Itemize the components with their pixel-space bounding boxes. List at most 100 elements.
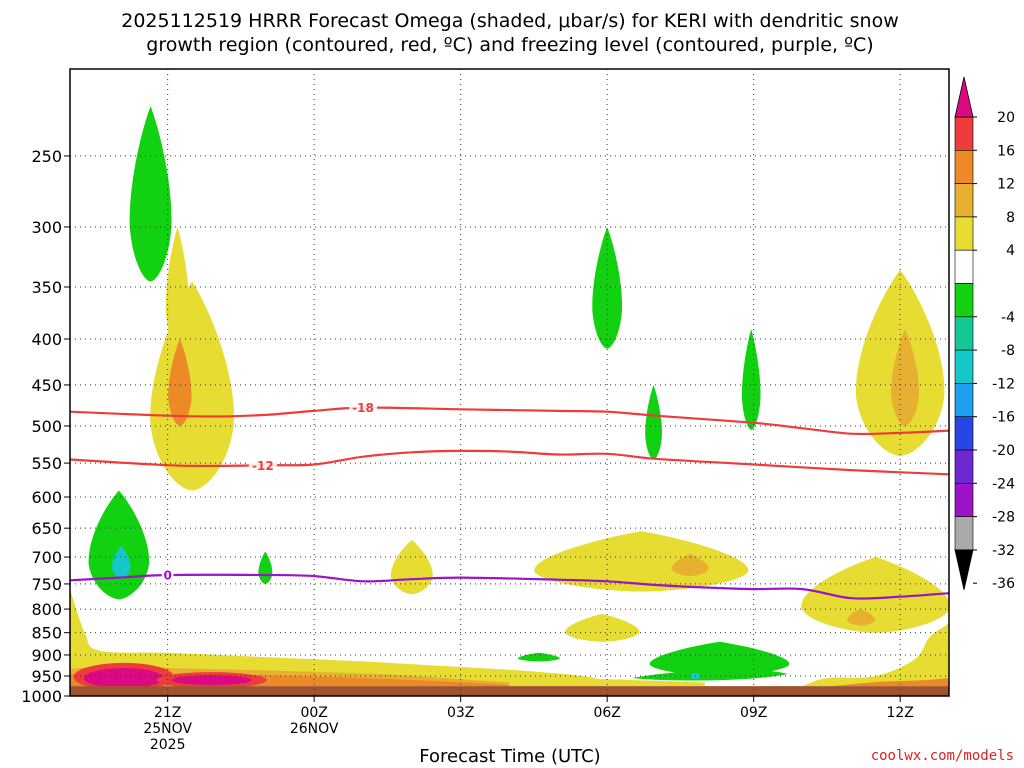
colorbar-bottom-arrow xyxy=(954,549,974,590)
chart-title-line1: 2025112519 HRRR Forecast Omega (shaded, … xyxy=(121,10,899,32)
contour-label-bg xyxy=(248,458,277,473)
y-tick-label: 400 xyxy=(31,330,62,349)
omega-region xyxy=(565,613,640,642)
colorbar-segment xyxy=(954,316,974,351)
colorbar-segment xyxy=(954,249,974,284)
x-tick-label: 06Z xyxy=(593,705,620,721)
omega-region xyxy=(671,554,709,577)
colorbar-label: -8 xyxy=(1001,343,1015,359)
omega-core xyxy=(83,668,164,689)
y-tick-label: 600 xyxy=(31,488,62,507)
colorbar-segment xyxy=(954,416,974,451)
omega-region xyxy=(847,609,876,626)
omega-region xyxy=(891,329,920,426)
omega-region xyxy=(801,557,949,633)
colorbar-label: -16 xyxy=(992,410,1015,426)
y-tick-label: 950 xyxy=(31,667,62,686)
dgz-contour xyxy=(70,406,949,436)
colorbar-label: 4 xyxy=(1006,243,1015,259)
x-tick-label: 21Z xyxy=(154,705,181,721)
colorbar-segment xyxy=(954,150,974,184)
colorbar-label: 20 xyxy=(997,110,1015,126)
omega-region xyxy=(111,545,131,579)
colorbar-segment xyxy=(954,482,974,517)
ground-fill xyxy=(70,686,949,696)
contour-label: -18 xyxy=(352,401,374,415)
omega-region xyxy=(129,106,172,282)
omega-low-level-band xyxy=(70,589,608,687)
y-tick-label: 250 xyxy=(31,147,62,166)
contour-label: -12 xyxy=(252,459,274,473)
x-tick-label: 25NOV xyxy=(143,721,192,737)
y-axis: 250 300 350 400 450 500 550 600 650 700 750 800 850 9… xyxy=(21,147,70,706)
omega-core xyxy=(171,675,252,686)
colorbar-top-arrow xyxy=(954,76,974,118)
y-tick-label: 900 xyxy=(31,646,62,665)
colorbar-label: -36 xyxy=(992,576,1015,592)
omega-region xyxy=(88,490,150,600)
dgz-contour xyxy=(70,449,949,476)
colorbar-segment xyxy=(954,116,974,151)
y-tick-label: 450 xyxy=(31,376,62,395)
omega-region xyxy=(534,531,749,592)
plot-area: -18 -12 0 xyxy=(70,69,949,696)
contour-label-bg xyxy=(349,400,377,415)
y-tick-label: 550 xyxy=(31,454,62,473)
x-tick-label: 2025 xyxy=(150,737,186,753)
colorbar-label: -32 xyxy=(992,543,1015,559)
colorbar-segment xyxy=(954,516,974,551)
colorbar-label: 12 xyxy=(997,177,1015,193)
omega-low-level-band xyxy=(831,678,949,687)
y-tick-label: 1000 xyxy=(21,687,62,706)
y-tick-label: 350 xyxy=(31,278,62,297)
colorbar: 20 16 12 8 4 -4 -8 -12 -16 -20 -24 -28 -32 -36 xyxy=(954,76,1015,592)
x-tick-label: 03Z xyxy=(447,705,474,721)
chart-title-line2: growth region (contoured, red, ºC) and f… xyxy=(146,34,873,56)
x-axis-label: Forecast Time (UTC) xyxy=(419,746,600,767)
colorbar-segment xyxy=(954,283,974,318)
colorbar-label: 16 xyxy=(997,143,1015,159)
y-tick-label: 650 xyxy=(31,519,62,538)
omega-region xyxy=(390,539,433,595)
y-tick-label: 300 xyxy=(31,218,62,237)
contour-label-bg xyxy=(161,567,174,582)
x-tick-label: 26NOV xyxy=(290,721,339,737)
colorbar-label: -12 xyxy=(992,376,1015,392)
omega-region xyxy=(150,281,234,491)
omega-region xyxy=(741,329,761,430)
contour-label: 0 xyxy=(163,568,171,582)
colorbar-segment xyxy=(954,183,974,218)
y-tick-label: 750 xyxy=(31,575,62,594)
colorbar-label: -20 xyxy=(992,443,1015,459)
omega-region xyxy=(649,641,790,677)
omega-region xyxy=(168,339,192,426)
omega-region xyxy=(645,384,662,460)
colorbar-label: 8 xyxy=(1006,210,1015,226)
colorbar-segment xyxy=(954,349,974,384)
colorbar-segment xyxy=(954,383,974,417)
colorbar-label: -28 xyxy=(992,510,1015,526)
omega-region xyxy=(631,669,788,681)
omega-region xyxy=(592,226,623,349)
colorbar-segment xyxy=(954,216,974,251)
y-tick-label: 850 xyxy=(31,624,62,643)
y-tick-label: 500 xyxy=(31,417,62,436)
omega-region xyxy=(258,551,273,584)
x-tick-label: 12Z xyxy=(886,705,913,721)
y-tick-label: 800 xyxy=(31,600,62,619)
y-tick-label: 700 xyxy=(31,548,62,567)
x-tick-label: 00Z xyxy=(300,705,327,721)
x-tick-label: 09Z xyxy=(740,705,767,721)
freezing-level-contour xyxy=(70,573,949,600)
colorbar-label: -24 xyxy=(992,476,1015,492)
colorbar-segment xyxy=(954,449,974,484)
colorbar-label: -4 xyxy=(1001,310,1015,326)
omega-region xyxy=(517,652,560,662)
credit-text: coolwx.com/models xyxy=(871,748,1014,764)
omega-low-level-band xyxy=(802,623,949,687)
omega-shading xyxy=(70,106,949,696)
plot-frame xyxy=(69,68,950,697)
contours: -18 -12 0 xyxy=(70,400,949,600)
